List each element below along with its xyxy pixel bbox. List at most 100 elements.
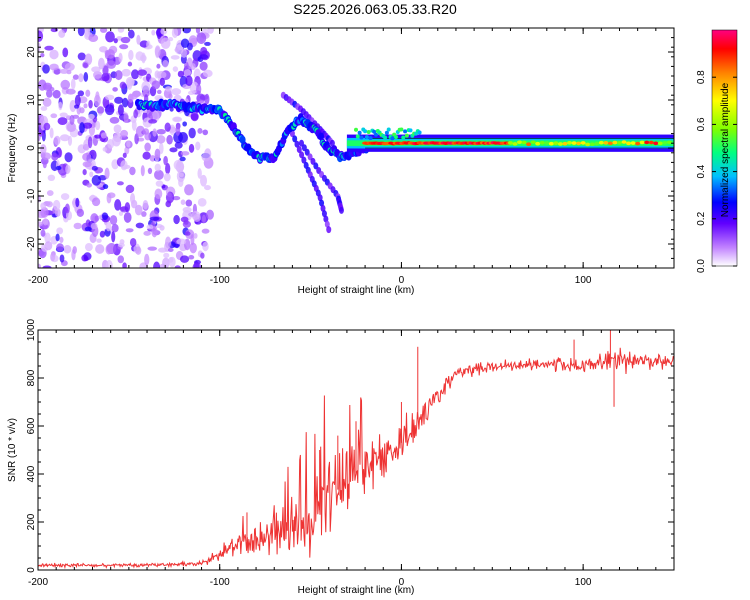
spectrogram-noise-blob	[197, 127, 203, 134]
ridge-core	[354, 127, 358, 132]
spectrogram-noise-blob	[172, 66, 179, 72]
tone-peak	[562, 141, 568, 146]
spectrogram-noise-blob	[135, 246, 142, 255]
spectrogram-noise-blob	[182, 220, 192, 228]
spectrogram-noise-blob	[42, 97, 52, 107]
spectrogram-noise-blob	[38, 30, 44, 42]
spectrogram-branch-blob	[338, 206, 344, 214]
tone-peak	[576, 141, 582, 146]
ridge-core	[366, 130, 371, 135]
spectrogram-noise-blob	[113, 124, 122, 134]
spectrogram-noise-blob	[156, 28, 162, 40]
spectrogram-noise-blob	[146, 40, 151, 50]
spectrogram-noise-blob	[56, 243, 64, 252]
ridge-core	[368, 136, 373, 141]
spectrogram-noise-blob	[179, 156, 186, 162]
tone-peak	[657, 141, 663, 146]
spectrogram-noise-blob	[75, 197, 80, 208]
colorbar-ticks: 0.0 0.2 0.4 0.6 0.8	[696, 70, 737, 273]
tone-peak	[553, 141, 559, 145]
spectrogram-noise-blob	[142, 128, 150, 135]
spectrogram-noise-blob	[90, 213, 99, 224]
spectrogram-noise-blob	[69, 100, 77, 112]
spectrogram-noise-blob	[180, 199, 186, 206]
tone-peak	[644, 140, 650, 145]
spectrogram-noise-blob	[180, 38, 190, 49]
spectrogram-noise-blob	[96, 238, 102, 243]
spectrogram-noise-blob	[78, 73, 84, 83]
spectrogram-noise-blob	[46, 190, 54, 197]
spectrogram-noise-blob	[193, 233, 198, 239]
spectrogram-noise-blob	[188, 255, 195, 260]
spectrogram-noise-blob	[77, 28, 85, 37]
spectrogram-noise-blob	[50, 252, 56, 262]
spectrogram-noise-blob	[117, 104, 124, 116]
colorbar-label: Normalized spectral amplitude	[720, 82, 731, 217]
colorbar-tick-label: 0.6	[696, 117, 707, 131]
tone-peak	[589, 142, 595, 147]
spectrogram-noise-blob	[50, 28, 59, 33]
spectrogram-branch-blob	[319, 199, 325, 207]
spectrogram-noise-blob	[101, 72, 110, 82]
spectrogram-noise-blob	[40, 52, 45, 58]
spectrogram-noise-blob	[38, 221, 43, 227]
spectrogram-noise-blob	[174, 265, 181, 268]
ridge-core	[363, 129, 368, 134]
spectrogram-noise-blob	[142, 151, 151, 160]
spectrogram-noise-blob	[125, 228, 134, 233]
spectrogram-noise-blob	[156, 89, 162, 95]
spectrogram-noise-blob	[72, 246, 77, 254]
spectrogram-noise-blob	[38, 263, 41, 268]
spectrogram-noise-blob	[176, 238, 187, 245]
spectrogram-noise-blob	[77, 90, 85, 97]
ridge-core	[404, 133, 409, 138]
spectrogram-noise-blob	[201, 228, 210, 234]
spectrogram-noise-blob	[202, 129, 209, 136]
tone-peak	[526, 142, 532, 147]
spectrogram-noise-blob	[200, 174, 208, 187]
spectrogram-noise-blob	[128, 29, 135, 39]
spectrogram-noise-blob	[59, 236, 64, 244]
spectrogram-noise-blob	[114, 96, 124, 104]
chart-title: S225.2026.063.05.33.R20	[293, 1, 457, 17]
spectrogram-noise-blob	[140, 165, 145, 177]
spectrogram-noise-blob	[190, 111, 199, 122]
spectrogram-noise-blob	[77, 116, 87, 125]
spectrogram-noise-blob	[107, 139, 115, 149]
spectrogram-noise-blob	[116, 181, 124, 186]
spectrogram-plot-area	[38, 28, 674, 268]
spectrogram-noise-blob	[200, 252, 205, 259]
spectrogram-noise-blob	[84, 242, 93, 252]
spectrogram-noise-blob	[85, 89, 91, 97]
spectrogram-noise-blob	[134, 204, 143, 216]
spectrogram-noise-blob	[153, 261, 161, 268]
spectrogram-noise-blob	[84, 53, 93, 66]
spectrogram-noise-blob	[192, 262, 202, 268]
spectrogram-noise-blob	[196, 83, 202, 95]
spectrogram-noise-blob	[207, 28, 214, 34]
spectrogram-noise-blob	[185, 199, 193, 207]
spectrogram-noise-blob	[202, 241, 209, 252]
spectrogram-branch-blob	[310, 157, 316, 165]
spectrogram-noise-blob	[82, 161, 92, 168]
tone-peak	[621, 140, 627, 144]
spectrogram-noise-blob	[65, 164, 71, 174]
ridge-core	[399, 127, 404, 132]
spectrogram-noise-blob	[43, 122, 51, 131]
spectrogram-noise-blob	[188, 127, 196, 139]
spectrogram-noise-blob	[56, 227, 64, 235]
spectrogram-noise-blob	[157, 247, 168, 253]
spectrogram-noise-blob	[112, 87, 118, 92]
spectrogram-noise-blob	[154, 70, 160, 79]
spectrogram-noise-blob	[182, 121, 187, 127]
ridge-core	[393, 134, 398, 139]
spectrogram-noise-blob	[90, 222, 98, 230]
spectrogram-branch-blob	[296, 146, 302, 154]
spectrogram-noise-blob	[204, 41, 211, 46]
spectrogram-noise-blob	[86, 182, 93, 188]
spectrogram-noise-blob	[109, 215, 118, 226]
tone-peak	[535, 141, 541, 146]
tone-peak	[635, 141, 641, 146]
